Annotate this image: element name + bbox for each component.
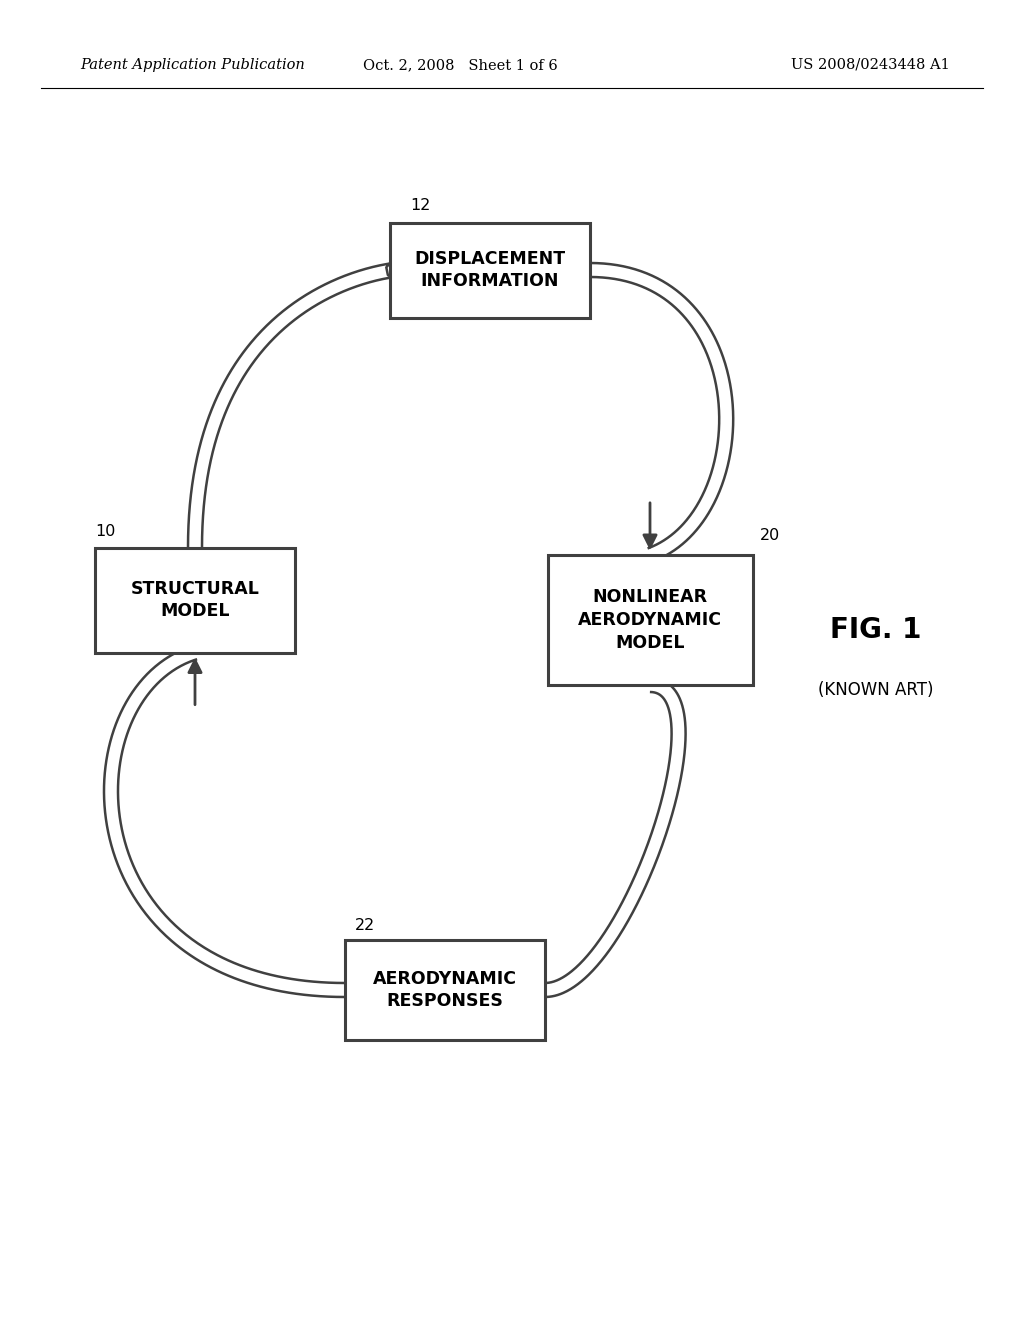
FancyBboxPatch shape [95, 548, 295, 652]
Text: (KNOWN ART): (KNOWN ART) [818, 681, 933, 700]
Text: Patent Application Publication: Patent Application Publication [80, 58, 305, 73]
Text: US 2008/0243448 A1: US 2008/0243448 A1 [792, 58, 950, 73]
FancyBboxPatch shape [548, 554, 753, 685]
FancyBboxPatch shape [345, 940, 545, 1040]
Text: 20: 20 [760, 528, 780, 543]
Text: 10: 10 [95, 524, 115, 540]
FancyBboxPatch shape [390, 223, 590, 318]
Text: DISPLACEMENT
INFORMATION: DISPLACEMENT INFORMATION [415, 249, 565, 290]
Text: 12: 12 [410, 198, 430, 213]
Text: Oct. 2, 2008   Sheet 1 of 6: Oct. 2, 2008 Sheet 1 of 6 [362, 58, 557, 73]
Text: 22: 22 [355, 917, 375, 932]
Text: FIG. 1: FIG. 1 [829, 616, 922, 644]
Text: AERODYNAMIC
RESPONSES: AERODYNAMIC RESPONSES [373, 970, 517, 1010]
Text: STRUCTURAL
MODEL: STRUCTURAL MODEL [131, 579, 259, 620]
Text: NONLINEAR
AERODYNAMIC
MODEL: NONLINEAR AERODYNAMIC MODEL [578, 589, 722, 652]
